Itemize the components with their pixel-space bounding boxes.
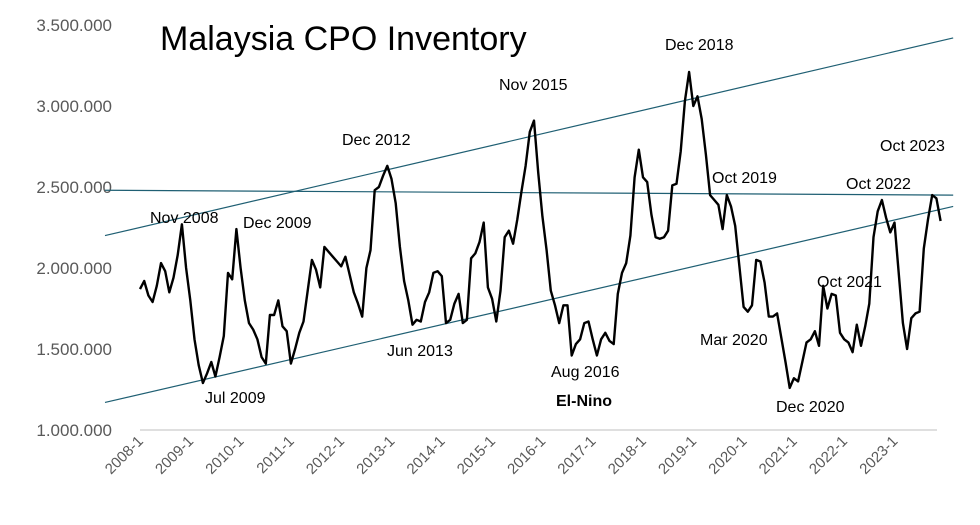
annotation-label: Dec 2012 (342, 132, 411, 149)
annotation-label: El-Nino (556, 393, 612, 410)
annotation-label: Jun 2013 (387, 343, 453, 360)
x-tick-label: 2019-1 (655, 433, 700, 478)
x-tick-label: 2014-1 (404, 433, 449, 478)
annotation-label: Oct 2021 (817, 274, 882, 291)
annotation-label: Mar 2020 (700, 332, 768, 349)
x-tick-label: 2011-1 (253, 433, 297, 477)
y-tick-label: 1.000.000 (36, 421, 112, 440)
annotation-label: Oct 2022 (846, 176, 911, 193)
x-tick-label: 2020-1 (705, 433, 750, 478)
annotation-label: Jul 2009 (205, 390, 266, 407)
series-line-0 (138, 70, 942, 390)
x-tick-label: 2015-1 (454, 433, 499, 478)
annotation-label: Dec 2018 (665, 37, 734, 54)
trendline-1 (104, 205, 954, 404)
y-tick-label: 2.000.000 (36, 259, 112, 278)
y-tick-label: 3.500.000 (36, 16, 112, 35)
y-tick-label: 1.500.000 (36, 340, 112, 359)
annotation-label: Oct 2023 (880, 138, 945, 155)
annotation-label: Aug 2016 (551, 364, 620, 381)
annotation-label: Oct 2019 (712, 170, 777, 187)
x-tick-label: 2012-1 (303, 433, 348, 478)
x-tick-label: 2010-1 (202, 433, 247, 478)
y-tick-label: 3.000.000 (36, 97, 112, 116)
y-tick-label: 2.500.000 (36, 178, 112, 197)
x-tick-label: 2023-1 (856, 433, 901, 478)
x-tick-label: 2009-1 (152, 433, 197, 478)
x-tick-label: 2016-1 (504, 433, 549, 478)
series-group (138, 70, 942, 390)
x-tick-label: 2013-1 (353, 433, 398, 478)
trendline-2 (104, 189, 954, 196)
annotation-label: Nov 2008 (150, 210, 219, 227)
x-axis-ticks: 2008-1 2009-1 2010-1 2011-1 2012-1 2013-1 2014… (102, 433, 902, 478)
chart-title: Malaysia CPO Inventory (160, 20, 527, 58)
x-tick-label: 2018-1 (605, 433, 650, 478)
y-axis-ticks: 1.000.000 1.500.000 2.000.000 2.500.000 3.00… (36, 16, 112, 440)
annotation-label: Dec 2009 (243, 215, 312, 232)
annotation-label: Nov 2015 (499, 77, 568, 94)
x-tick-label: 2017-1 (554, 433, 599, 478)
x-tick-label: 2022-1 (806, 433, 851, 478)
annotations: Nov 2008 Jul 2009 Dec 2009 Dec 2012 Jun 2013… (150, 37, 945, 416)
x-tick-label: 2021-1 (756, 433, 801, 478)
annotation-label: Dec 2020 (776, 399, 845, 416)
